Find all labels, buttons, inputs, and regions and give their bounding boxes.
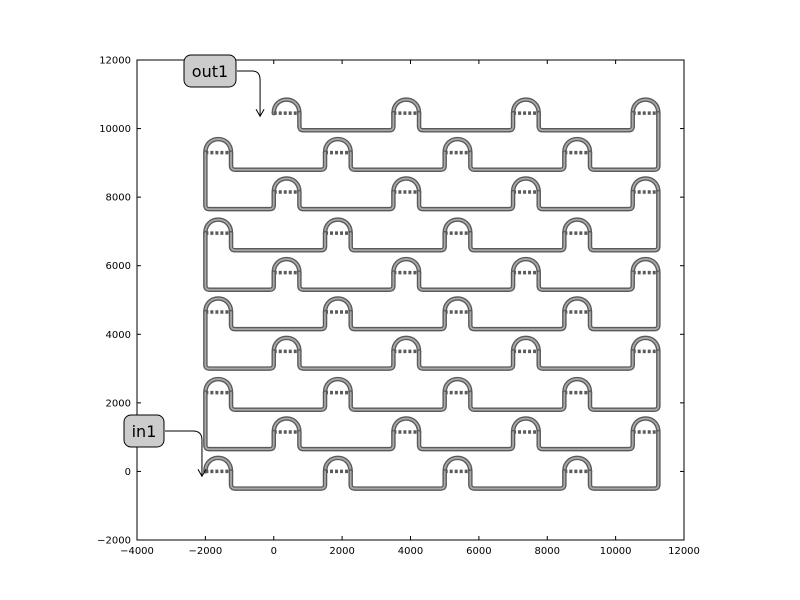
axis-ticks: −4000 −2000 0 2000 4000 6000 8000 10000 12000−20… bbox=[97, 56, 700, 558]
y-tick-label: 8000 bbox=[106, 193, 131, 204]
loop-dome-core bbox=[392, 337, 420, 353]
loop-dome-core bbox=[512, 98, 540, 115]
row-link-core bbox=[589, 350, 660, 411]
loop-dome-core bbox=[204, 297, 232, 313]
loop-dome-core bbox=[272, 177, 301, 193]
loop-dome-core bbox=[631, 258, 660, 274]
loop-dome-core bbox=[443, 378, 472, 394]
row-connector-core bbox=[230, 151, 566, 171]
waveguide-layer bbox=[203, 97, 661, 491]
row-link-core bbox=[204, 232, 275, 291]
row-link-core bbox=[589, 271, 660, 331]
port-in1-arrowhead bbox=[197, 469, 207, 478]
port-labels: in1 out1 bbox=[123, 54, 265, 478]
y-tick-label: 10000 bbox=[99, 124, 131, 135]
loop-dome-core bbox=[443, 457, 472, 473]
loop-dome-core bbox=[563, 297, 591, 313]
loop-dome-core bbox=[512, 177, 540, 193]
row-connector-core bbox=[230, 391, 566, 411]
port-in1-box bbox=[123, 414, 165, 448]
row-connector-core bbox=[230, 232, 566, 252]
row-connector-core bbox=[298, 191, 634, 211]
row-connector-core bbox=[298, 350, 634, 370]
loop-dome-core bbox=[512, 337, 540, 353]
loop-dome-core bbox=[392, 177, 420, 193]
row-link-core bbox=[204, 391, 275, 451]
row-link-core bbox=[589, 431, 660, 490]
loop-dome-core bbox=[272, 417, 301, 433]
x-tick-label: 6000 bbox=[466, 546, 491, 557]
port-out1-box bbox=[183, 54, 237, 88]
loop-dome-core bbox=[512, 258, 540, 274]
loop-dome-core bbox=[563, 378, 591, 394]
row-connector-core bbox=[230, 311, 566, 331]
y-tick-label: 0 bbox=[125, 467, 131, 478]
row-connector-core bbox=[298, 271, 634, 291]
loop-dome-core bbox=[563, 138, 591, 154]
x-tick-label: 10000 bbox=[600, 546, 632, 557]
row-link-core bbox=[589, 112, 660, 171]
row-link-core bbox=[204, 311, 275, 370]
row-connector-core bbox=[298, 431, 634, 451]
loop-dome-core bbox=[392, 98, 420, 115]
loop-dome-core bbox=[204, 138, 232, 154]
row-link-core bbox=[589, 191, 660, 252]
loop-dome-core bbox=[324, 297, 352, 313]
port-out1-arrowhead bbox=[255, 109, 265, 118]
loop-dome-core bbox=[631, 337, 660, 353]
port-out1-label: out1 bbox=[192, 62, 228, 81]
port-in1-arrow bbox=[165, 430, 203, 477]
loop-dome-core bbox=[631, 98, 660, 115]
port-out1-arrow bbox=[237, 70, 261, 117]
loop-dome-core bbox=[324, 138, 352, 154]
loop-dome-core bbox=[204, 218, 232, 235]
loop-dome-core bbox=[324, 378, 352, 394]
loop-dome-core bbox=[204, 457, 232, 473]
x-tick-label: 4000 bbox=[398, 546, 423, 557]
x-tick-label: 0 bbox=[271, 546, 277, 557]
loop-dome-core bbox=[443, 218, 472, 235]
loop-dome-core bbox=[443, 138, 472, 154]
x-tick-label: −2000 bbox=[188, 546, 222, 557]
loop-dome-core bbox=[272, 98, 301, 115]
x-tick-label: 2000 bbox=[329, 546, 354, 557]
row-link-core bbox=[204, 151, 275, 211]
y-tick-label: −2000 bbox=[97, 536, 131, 547]
loop-dome-core bbox=[631, 417, 660, 433]
x-tick-label: 8000 bbox=[535, 546, 560, 557]
loop-dome-core bbox=[443, 297, 472, 313]
loop-dome-core bbox=[512, 417, 540, 433]
loop-dome-core bbox=[563, 457, 591, 473]
y-tick-label: 2000 bbox=[106, 398, 131, 409]
loop-dome-core bbox=[204, 378, 232, 394]
y-tick-label: 12000 bbox=[99, 56, 131, 67]
loop-dome-core bbox=[272, 337, 301, 353]
loop-dome-core bbox=[631, 177, 660, 193]
y-tick-label: 4000 bbox=[106, 330, 131, 341]
port-in1-label: in1 bbox=[132, 422, 157, 441]
row-connector-core bbox=[298, 112, 634, 132]
loop-dome-core bbox=[324, 218, 352, 235]
loop-dome-core bbox=[563, 218, 591, 235]
x-tick-label: −4000 bbox=[120, 546, 154, 557]
loop-dome-core bbox=[392, 417, 420, 433]
loop-dome-core bbox=[324, 457, 352, 473]
loop-dome-core bbox=[392, 258, 420, 274]
y-tick-label: 6000 bbox=[106, 261, 131, 272]
loop-dome-core bbox=[272, 258, 301, 274]
row-connector-core bbox=[230, 470, 566, 490]
x-tick-label: 12000 bbox=[668, 546, 700, 557]
